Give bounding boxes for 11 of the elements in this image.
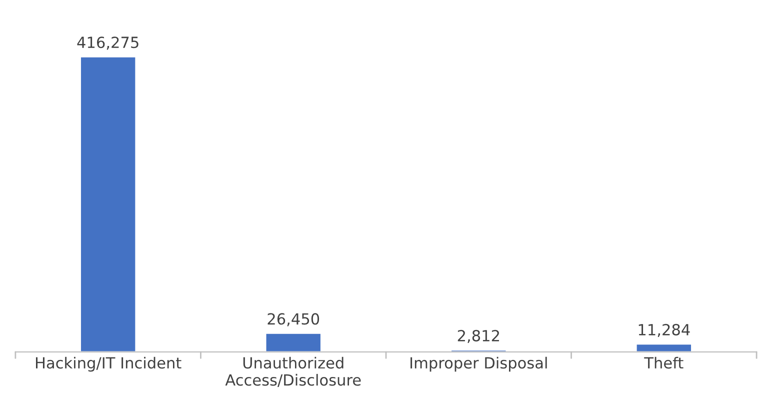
x-tick-label: Theft	[644, 356, 684, 369]
bar	[80, 56, 137, 352]
data-label: 416,275	[77, 36, 138, 50]
bar	[264, 332, 322, 352]
x-tick-label: Hacking/IT Incident	[36, 356, 182, 372]
x-tick-label: Unauthorized Access/Disclosure	[225, 356, 361, 387]
data-label: 2,812	[458, 330, 499, 344]
data-label: 11,284	[638, 324, 690, 337]
data-label: 26,450	[268, 313, 320, 326]
x-tick-label: Improper Disposal	[410, 356, 547, 372]
bar	[635, 343, 692, 352]
